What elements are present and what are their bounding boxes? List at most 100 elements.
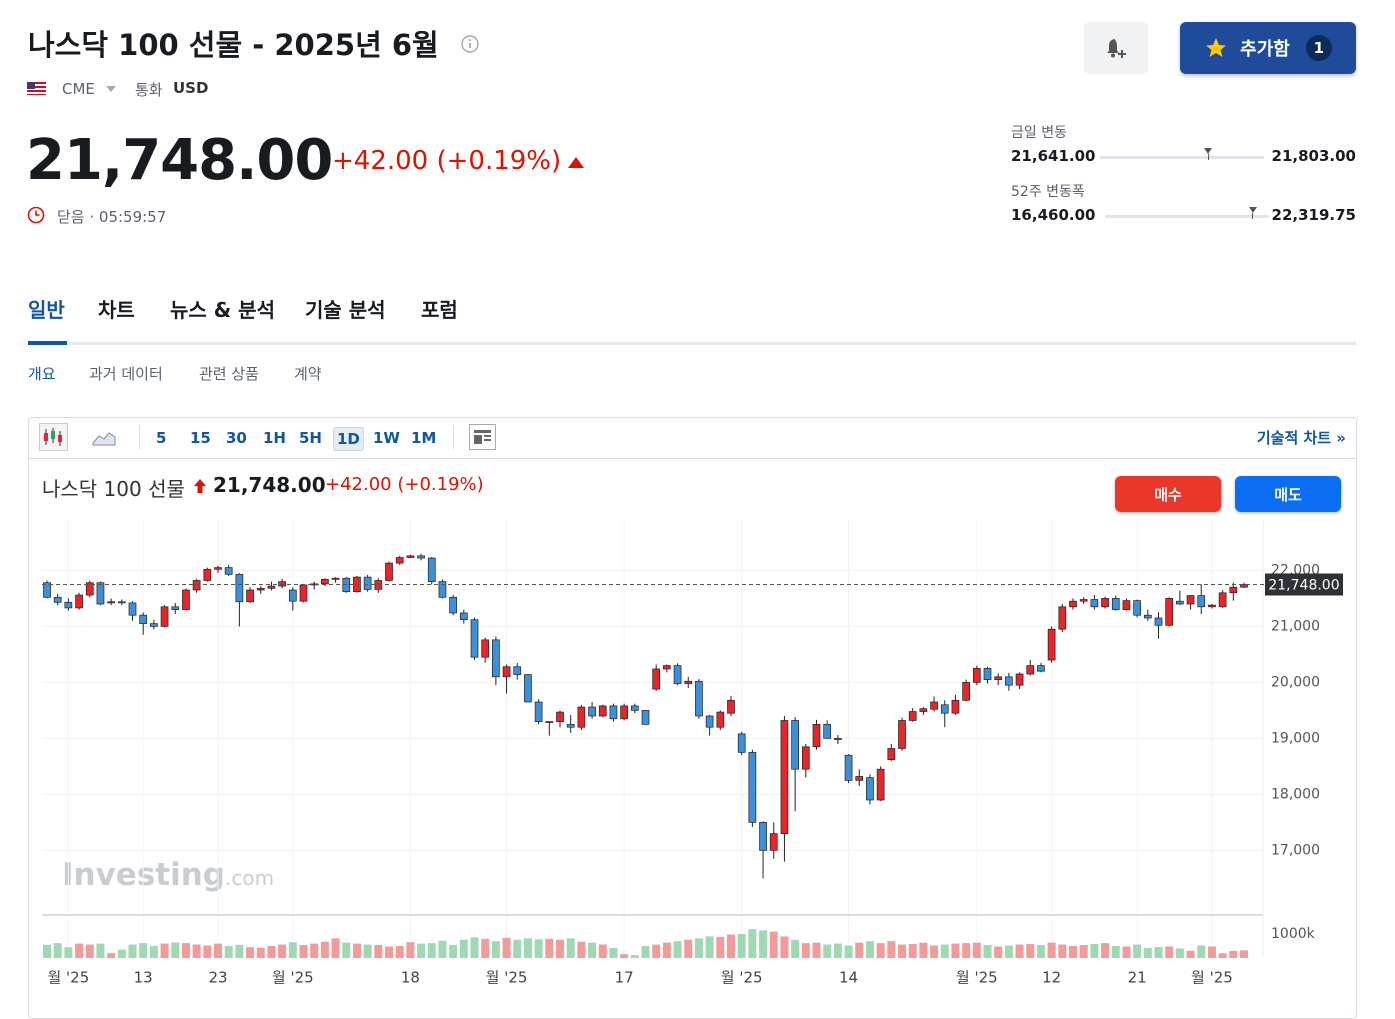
- candle-body: [1079, 599, 1088, 602]
- volume-bar: [940, 944, 949, 958]
- interval-button[interactable]: 1M: [411, 429, 437, 447]
- range-high: 22,319.75: [1271, 206, 1356, 224]
- clock-icon: [27, 206, 45, 224]
- chart-price: 21,748.00: [213, 473, 326, 497]
- volume-bar: [1122, 946, 1131, 958]
- volume-bar: [577, 941, 586, 958]
- alert-button[interactable]: [1084, 22, 1148, 74]
- x-tick-label: 월 '25: [721, 969, 763, 987]
- candle-body: [203, 568, 212, 581]
- candle-body: [1122, 600, 1131, 610]
- watchlist-label: 추가함: [1240, 39, 1290, 60]
- x-tick-label: 14: [839, 969, 858, 987]
- candle-body: [1015, 673, 1024, 686]
- candle-body: [876, 768, 885, 801]
- volume-bar: [898, 944, 906, 958]
- exchange[interactable]: CME: [62, 80, 95, 98]
- candle-body: [748, 752, 757, 823]
- volume-bar: [438, 940, 447, 958]
- volume-bar: [1143, 947, 1152, 958]
- tab-rule: [28, 342, 1356, 345]
- tab[interactable]: 포럼: [421, 298, 458, 322]
- interval-button[interactable]: 1D: [333, 427, 364, 451]
- candle-body: [1026, 665, 1035, 675]
- volume-bar: [652, 944, 661, 958]
- layout-icon[interactable]: [469, 424, 496, 450]
- volume-bar: [545, 938, 554, 958]
- volume-bar: [224, 946, 233, 958]
- volume-bar: [299, 945, 308, 958]
- subtab[interactable]: 개요: [28, 365, 56, 383]
- tab[interactable]: 기술 분석: [305, 298, 386, 322]
- volume-bar: [53, 943, 62, 958]
- volume-bar: [823, 944, 832, 958]
- active-tab-indicator: [28, 341, 67, 345]
- candle-body: [288, 589, 297, 602]
- volume-bar: [994, 946, 1003, 958]
- sell-button[interactable]: 매도: [1235, 476, 1341, 512]
- range-marker: [1248, 207, 1257, 213]
- volume-bar: [43, 944, 51, 958]
- watermark: Investing.com: [62, 857, 274, 893]
- technical-chart-link[interactable]: 기술적 차트 »: [1256, 429, 1346, 447]
- change-pct: (+0.19%): [397, 474, 484, 495]
- volume-bar: [117, 949, 126, 958]
- interval-button[interactable]: 5: [156, 429, 167, 447]
- tab[interactable]: 일반: [28, 298, 65, 322]
- interval-button[interactable]: 15: [190, 429, 211, 447]
- candle-body: [598, 705, 607, 717]
- volume-bar: [1197, 945, 1206, 958]
- interval-button[interactable]: 1H: [263, 429, 286, 447]
- candle-type-icon[interactable]: [39, 423, 68, 451]
- interval-button[interactable]: 30: [226, 429, 247, 447]
- volume-bar: [235, 944, 244, 958]
- candle-body: [1229, 586, 1238, 594]
- area-type-icon[interactable]: [91, 425, 117, 449]
- volume-bar: [673, 941, 682, 958]
- toolbar-separator: [139, 425, 140, 449]
- candle-body: [737, 733, 746, 753]
- volume-bar: [1111, 946, 1120, 958]
- volume-bar: [288, 942, 297, 958]
- candle-body: [182, 589, 190, 610]
- candle-body: [267, 585, 276, 589]
- candle-body: [139, 614, 148, 624]
- volume-bar: [128, 944, 137, 958]
- subtab[interactable]: 관련 상품: [199, 365, 259, 383]
- x-tick-label: 17: [615, 969, 634, 987]
- chart-change: +42.00 (+0.19%): [325, 474, 484, 495]
- subtab[interactable]: 과거 데이터: [89, 365, 163, 383]
- candle-body: [673, 665, 682, 684]
- volume-bar: [470, 937, 479, 958]
- candle-body: [534, 701, 543, 722]
- watchlist-count: 1: [1305, 35, 1332, 61]
- tab[interactable]: 차트: [98, 298, 135, 322]
- candle-body: [53, 596, 62, 603]
- candle-body: [470, 619, 479, 658]
- volume-bar: [1175, 948, 1184, 958]
- candle-body: [930, 701, 938, 710]
- candle-body: [160, 606, 169, 627]
- interval-button[interactable]: 1W: [373, 429, 400, 447]
- volume-bar: [1069, 946, 1077, 958]
- candle-body: [192, 580, 201, 591]
- candle-body: [64, 601, 73, 609]
- x-tick-label: 월 '25: [486, 969, 528, 987]
- candle-body: [1176, 600, 1184, 605]
- candle-body: [727, 699, 735, 714]
- candle-body: [502, 666, 511, 678]
- tab[interactable]: 뉴스 & 분석: [170, 298, 275, 322]
- info-icon[interactable]: [460, 34, 480, 54]
- subtab[interactable]: 계약: [294, 365, 322, 383]
- volume-bar: [491, 941, 500, 958]
- x-tick-label: 18: [401, 969, 420, 987]
- x-tick-label: 23: [208, 969, 227, 987]
- range-bar: [1105, 215, 1269, 218]
- watchlist-button[interactable]: 추가함 1: [1180, 22, 1356, 74]
- volume-bar: [1026, 944, 1035, 958]
- interval-button[interactable]: 5H: [299, 429, 322, 447]
- candle-body: [855, 776, 864, 781]
- buy-button[interactable]: 매수: [1115, 476, 1221, 512]
- candle-body: [107, 601, 115, 604]
- candle-body: [1186, 595, 1195, 605]
